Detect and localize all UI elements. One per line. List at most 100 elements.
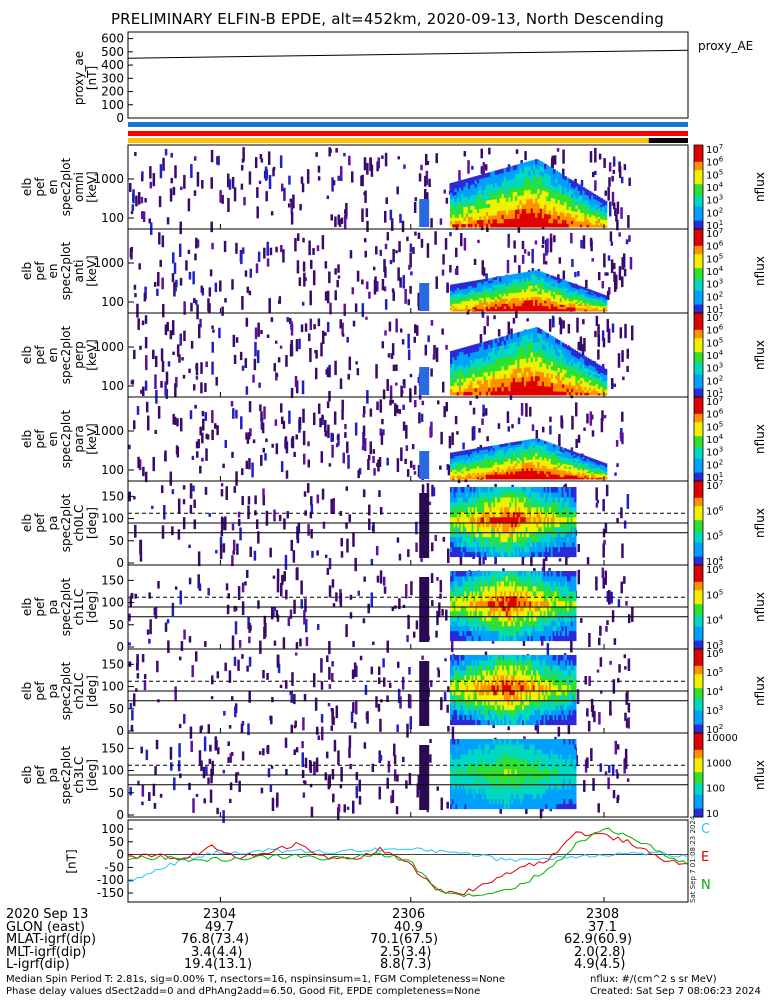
spectro-cell xyxy=(490,171,494,177)
spectro-cell xyxy=(517,359,520,365)
spectro-cell xyxy=(593,376,597,379)
spectro-cell xyxy=(586,360,590,364)
noise-pixel xyxy=(309,259,313,269)
colorbar-cell xyxy=(694,301,703,306)
spectro-cell xyxy=(573,194,576,199)
spectro-cell xyxy=(577,187,581,191)
spectro-cell xyxy=(548,298,552,302)
noise-pixel xyxy=(379,249,383,256)
spectro-cell xyxy=(537,447,541,451)
spectro-cell xyxy=(476,387,480,392)
spectro-cell xyxy=(530,288,534,292)
spectro-cell xyxy=(490,471,494,475)
spectro-cell xyxy=(523,288,527,293)
spectro-cell xyxy=(575,462,579,465)
spectro-cell xyxy=(523,476,527,480)
spectro-cell xyxy=(579,200,583,204)
spectro-cell xyxy=(575,208,579,212)
spectro-cell xyxy=(537,302,541,306)
spectro-cell xyxy=(512,471,516,475)
spectro-cell xyxy=(577,382,581,387)
spectro-cell xyxy=(539,376,543,382)
noise-pixel xyxy=(534,240,538,245)
spectro-cell xyxy=(465,452,469,455)
spectro-cell xyxy=(465,304,469,308)
spectro-cell xyxy=(557,301,561,305)
spectro-cell xyxy=(474,387,478,392)
spectro-cell xyxy=(548,196,552,202)
spectro-cell xyxy=(481,387,485,392)
spectro-cell xyxy=(470,177,473,182)
spectro-cell xyxy=(517,372,520,378)
spectro-cell xyxy=(541,353,545,359)
spectro-cell xyxy=(474,354,478,360)
spectro-cell xyxy=(548,476,552,480)
spectro-cell xyxy=(506,209,509,215)
spectro-cell xyxy=(586,381,590,385)
spectro-cell xyxy=(492,215,496,220)
spectro-cell xyxy=(512,476,516,480)
y-tick-label: 1000 xyxy=(93,172,124,186)
spectro-cell xyxy=(474,452,478,456)
spectro-cell xyxy=(595,381,599,385)
spectro-cell xyxy=(591,306,594,309)
noise-pixel xyxy=(290,437,294,448)
spectro-cell xyxy=(450,360,453,365)
spectro-cell xyxy=(604,225,608,228)
spectro-cell xyxy=(544,470,547,475)
spectro-cell xyxy=(508,445,511,449)
spectro-cell xyxy=(586,357,590,362)
spectro-cell xyxy=(503,197,507,203)
noise-pixel xyxy=(172,351,175,356)
noise-pixel xyxy=(615,439,619,447)
spectro-cell xyxy=(597,299,601,302)
spectro-cell xyxy=(539,371,543,377)
noise-pixel xyxy=(215,376,218,386)
spectro-cell xyxy=(555,186,559,192)
spectro-cell xyxy=(526,277,529,281)
spectro-cell xyxy=(544,363,547,369)
spectro-cell xyxy=(485,344,489,350)
spectro-cell xyxy=(570,296,574,300)
noise-pixel xyxy=(246,436,250,444)
spectro-cell xyxy=(532,282,536,286)
colorbar-cell xyxy=(694,251,703,255)
spectro-cell xyxy=(555,447,559,451)
spectro-cell xyxy=(503,335,507,341)
spectro-cell xyxy=(479,288,482,292)
spectro-cell xyxy=(470,281,473,284)
spectro-cell xyxy=(562,380,565,385)
spectro-cell xyxy=(452,469,455,472)
spectro-cell xyxy=(512,165,516,171)
spectro-cell xyxy=(499,169,503,174)
spectro-cell xyxy=(528,371,532,377)
spectro-cell xyxy=(512,390,516,396)
spectro-cell xyxy=(566,283,570,287)
spectro-cell xyxy=(577,202,581,207)
noise-pixel xyxy=(400,390,404,394)
spectro-cell xyxy=(530,184,534,190)
noise-pixel xyxy=(166,217,170,225)
spectro-cell xyxy=(544,465,547,469)
spectro-cell xyxy=(579,191,583,196)
spectro-cell xyxy=(461,210,464,215)
noise-pixel xyxy=(339,166,343,182)
spectro-cell xyxy=(555,214,559,220)
spectro-cell xyxy=(573,188,576,192)
spectro-cell xyxy=(481,193,485,198)
spectro-cell xyxy=(467,468,471,472)
spectro-cell xyxy=(456,385,460,389)
spectro-cell xyxy=(506,171,509,177)
colorbar-cell xyxy=(694,268,703,272)
spectro-cell xyxy=(476,288,480,292)
spectro-cell xyxy=(584,193,588,198)
spectro-cell xyxy=(458,283,462,286)
spectro-cell xyxy=(483,215,487,220)
spectro-cell xyxy=(532,290,536,295)
colorbar-cell xyxy=(694,203,703,208)
spectro-cell xyxy=(461,371,464,376)
noise-pixel xyxy=(576,317,579,333)
spectro-cell xyxy=(465,298,469,302)
noise-pixel xyxy=(334,268,337,275)
spectro-cell xyxy=(481,308,485,312)
